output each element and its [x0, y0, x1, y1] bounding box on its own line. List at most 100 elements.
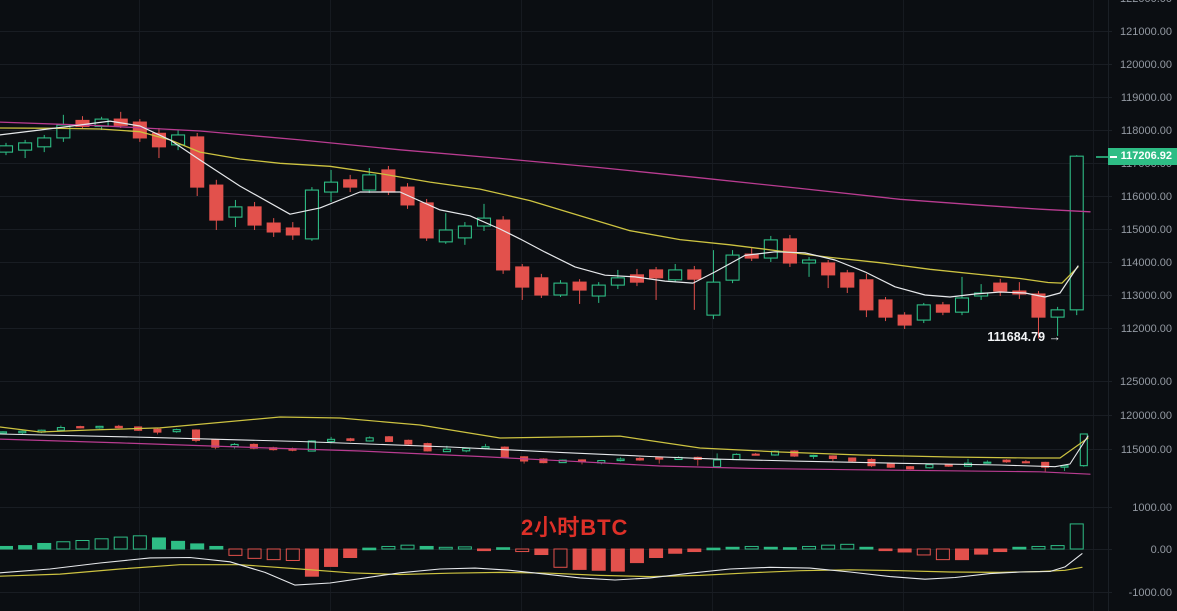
y-axis-tick-label: 0.00: [1151, 544, 1172, 556]
histogram-bar: [285, 548, 300, 561]
candle-up: [0, 431, 8, 434]
histogram-bar: [821, 544, 836, 550]
histogram-bar: [859, 546, 874, 550]
histogram-bar: [400, 544, 415, 550]
sec-ma-white: [0, 433, 1089, 468]
candle-up: [706, 281, 721, 316]
y-axis-tick-label: 120000.00: [1120, 410, 1172, 422]
candle-up: [954, 297, 970, 313]
low-price-label: 111684.79 →: [987, 330, 1061, 344]
histogram-bar: [744, 545, 759, 550]
candle-up: [37, 137, 52, 148]
grid-lines: [0, 0, 1109, 611]
histogram-bar: [324, 548, 339, 567]
ma-slow-magenta: [0, 121, 1091, 213]
histogram-bar: [897, 548, 912, 553]
candle-up: [1060, 465, 1069, 468]
histogram-bar: [955, 548, 969, 561]
histogram-bar: [343, 548, 358, 558]
histogram-bar: [706, 547, 721, 551]
candle-down: [496, 219, 511, 271]
histogram-bar: [381, 545, 396, 550]
candle-down: [209, 184, 224, 221]
candle-up: [0, 145, 14, 153]
candle-up: [732, 453, 741, 461]
candle-up: [983, 461, 992, 464]
histogram-bar: [802, 545, 817, 550]
histogram-bar: [457, 546, 472, 550]
candle-down: [76, 426, 85, 429]
candle-up: [365, 437, 374, 442]
candle-down: [211, 439, 220, 448]
y-axis-tick-label: 121000.00: [1120, 26, 1172, 38]
candle-down: [285, 227, 300, 236]
candle-up: [809, 454, 818, 457]
histogram-bar: [209, 545, 224, 550]
candle-down: [423, 443, 432, 452]
candle-down: [572, 281, 587, 291]
histogram-bar: [572, 548, 587, 570]
price-tag-tick-icon: [1110, 156, 1117, 158]
histogram-bar: [419, 545, 434, 550]
histogram-bar: [247, 548, 262, 559]
main-candles-layer: [0, 111, 1084, 339]
candle-down: [249, 443, 258, 449]
candle-up: [916, 304, 931, 321]
candle-down: [790, 450, 799, 457]
y-axis-tick-label: 115000.00: [1121, 444, 1172, 456]
y-axis-tick-label: 119000.00: [1121, 92, 1172, 104]
candle-down: [515, 266, 530, 288]
histogram-bar: [496, 547, 511, 550]
secondary-candles-layer: [0, 424, 1088, 472]
candle-down: [635, 457, 644, 461]
candle-down: [782, 238, 797, 264]
histogram-bar: [553, 548, 568, 568]
indicator-lines: [0, 553, 1083, 586]
candle-up: [307, 440, 316, 452]
histogram-bar: [75, 540, 90, 550]
histogram-bar: [228, 548, 243, 556]
dea-yellow: [0, 564, 1083, 578]
candle-up: [616, 458, 625, 462]
candle-up: [1050, 309, 1065, 318]
candle-down: [247, 206, 262, 226]
candle-down: [404, 439, 413, 445]
candle-down: [649, 269, 664, 279]
candle-down: [534, 277, 549, 296]
candle-up: [18, 142, 33, 151]
candle-up: [610, 277, 625, 286]
candle-down: [935, 304, 950, 313]
candle-down: [381, 169, 396, 193]
candle-down: [878, 299, 893, 318]
y-axis-tick-label: 122000.00: [1120, 0, 1172, 5]
candle-down: [944, 464, 953, 467]
candle-up: [56, 427, 65, 431]
y-axis-tick-label: -1000.00: [1129, 587, 1172, 599]
y-axis-tick-label: 118000.00: [1121, 125, 1172, 137]
dif-white: [0, 553, 1083, 586]
candle-down: [191, 429, 201, 441]
histogram-bar: [151, 537, 166, 550]
histogram-bar: [916, 548, 931, 556]
histogram-bar: [94, 538, 109, 550]
candle-down: [384, 436, 394, 442]
y-axis-tick-label: 1000.00: [1132, 502, 1172, 514]
candle-up: [362, 174, 377, 191]
sec-ma-yellow: [0, 416, 1089, 459]
ma-mid-yellow: [0, 127, 1079, 284]
candle-up: [591, 284, 606, 297]
ma-fast-white: [0, 120, 1079, 298]
last-price-tag: 117206.92: [1108, 148, 1177, 165]
candle-down: [132, 121, 147, 139]
candle-up: [95, 425, 104, 429]
candle-up: [725, 254, 740, 281]
candle-down: [153, 428, 162, 433]
histogram-bar: [18, 545, 33, 550]
candle-up: [925, 464, 934, 469]
candle-down: [1031, 293, 1046, 318]
price-axis[interactable]: 122000.00 121000.00 120000.00 119000.00 1180…: [1096, 0, 1172, 599]
histogram-bar: [362, 547, 377, 551]
histogram-bar: [171, 540, 186, 550]
candle-down: [897, 314, 912, 326]
